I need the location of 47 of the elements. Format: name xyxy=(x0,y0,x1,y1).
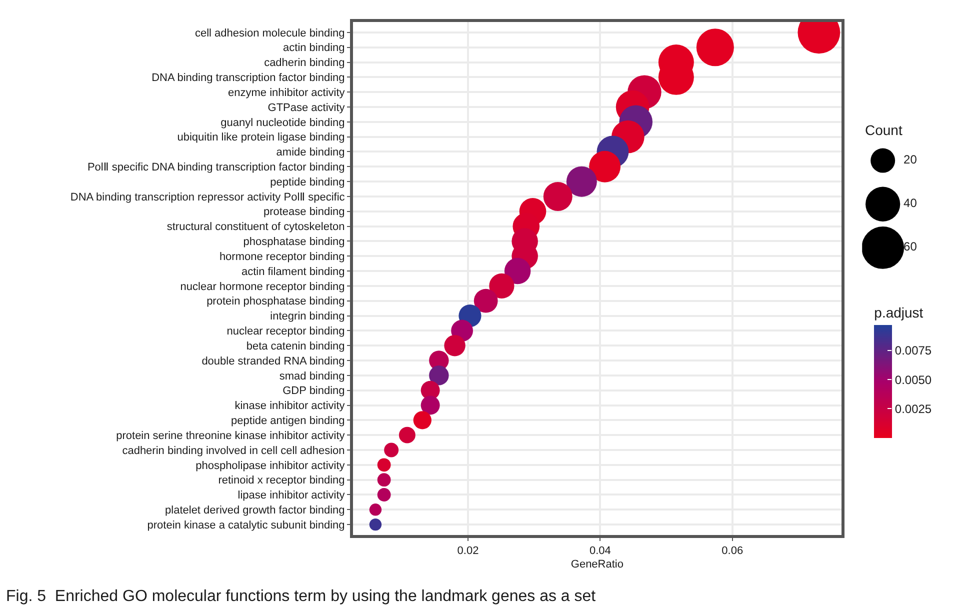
legend-title: Count xyxy=(865,122,902,138)
x-tick-label: 0.06 xyxy=(722,545,744,558)
caption: Fig. 5 Enriched GO molecular functions term by using the landmark genes as a set xyxy=(6,588,596,605)
y-tick-label: protease binding xyxy=(263,206,345,218)
y-tick-label: smad binding xyxy=(279,370,345,382)
y-tick-label: guanyl nucleotide binding xyxy=(220,116,345,129)
y-tick-label: enzyme inhibitor activity xyxy=(228,86,346,99)
x-tick-label: 0.02 xyxy=(457,545,479,558)
y-tick-label: actin filament binding xyxy=(241,266,345,278)
y-tick-label: double stranded RNA binding xyxy=(202,355,345,368)
y-tick-label: retinoid x receptor binding xyxy=(218,474,345,487)
y-tick-label: hormone receptor binding xyxy=(219,250,345,263)
color-bar-title: p.adjust xyxy=(874,304,924,320)
x-tick-label: 0.04 xyxy=(589,545,611,558)
y-tick-label: cadherin binding involved in cell cell adhesion xyxy=(122,444,345,457)
y-tick-label: platelet derived growth factor binding xyxy=(165,504,345,516)
color-bar-label: 0.0050 xyxy=(894,372,932,387)
y-tick-label: integrin binding xyxy=(270,310,345,323)
y-tick-label: protein phosphatase binding xyxy=(206,296,345,308)
y-tick-label: beta catenin binding xyxy=(246,340,345,352)
legend-label: 20 xyxy=(904,152,918,167)
y-tick-label: nuclear hormone receptor binding xyxy=(180,280,345,293)
y-tick-label: phosphatase binding xyxy=(243,236,345,248)
y-tick-label: peptide binding xyxy=(270,176,345,188)
y-tick-label: protein kinase a catalytic subunit binding xyxy=(147,519,345,532)
y-tick-label: PolⅡ specific DNA binding transcription factor binding xyxy=(87,162,345,174)
y-tick-label: GDP binding xyxy=(282,385,345,398)
y-tick-label: DNA binding transcription repressor activity PolⅡ specific xyxy=(70,191,346,204)
y-tick-label: cell adhesion molecule binding xyxy=(194,27,345,40)
y-tick-label: kinase inhibitor activity xyxy=(234,400,346,412)
legend-label: 60 xyxy=(904,240,918,254)
y-tick-label: phospholipase inhibitor activity xyxy=(196,460,346,472)
color-bar-label: 0.0025 xyxy=(894,402,932,416)
y-tick-label: actin binding xyxy=(283,42,345,54)
y-tick-label: ubiquitin like protein ligase binding xyxy=(177,132,345,144)
y-tick-label: GTPase activity xyxy=(268,102,346,114)
y-tick-label: protein serine threonine kinase inhibitor activity xyxy=(116,430,346,442)
legend-label: 40 xyxy=(904,196,918,210)
y-tick-label: lipase inhibitor activity xyxy=(238,490,346,502)
y-tick-label: DNA binding transcription factor binding xyxy=(152,72,345,84)
y-tick-label: amide binding xyxy=(276,146,345,159)
y-tick-label: cadherin binding xyxy=(264,57,345,70)
color-bar-label: 0.0075 xyxy=(894,344,932,358)
y-tick-label: nuclear receptor binding xyxy=(226,326,345,338)
x-axis-title: GeneRatio xyxy=(570,558,624,570)
y-tick-label: structural constituent of cytoskeleton xyxy=(166,221,345,234)
y-tick-label: peptide antigen binding xyxy=(231,415,345,428)
